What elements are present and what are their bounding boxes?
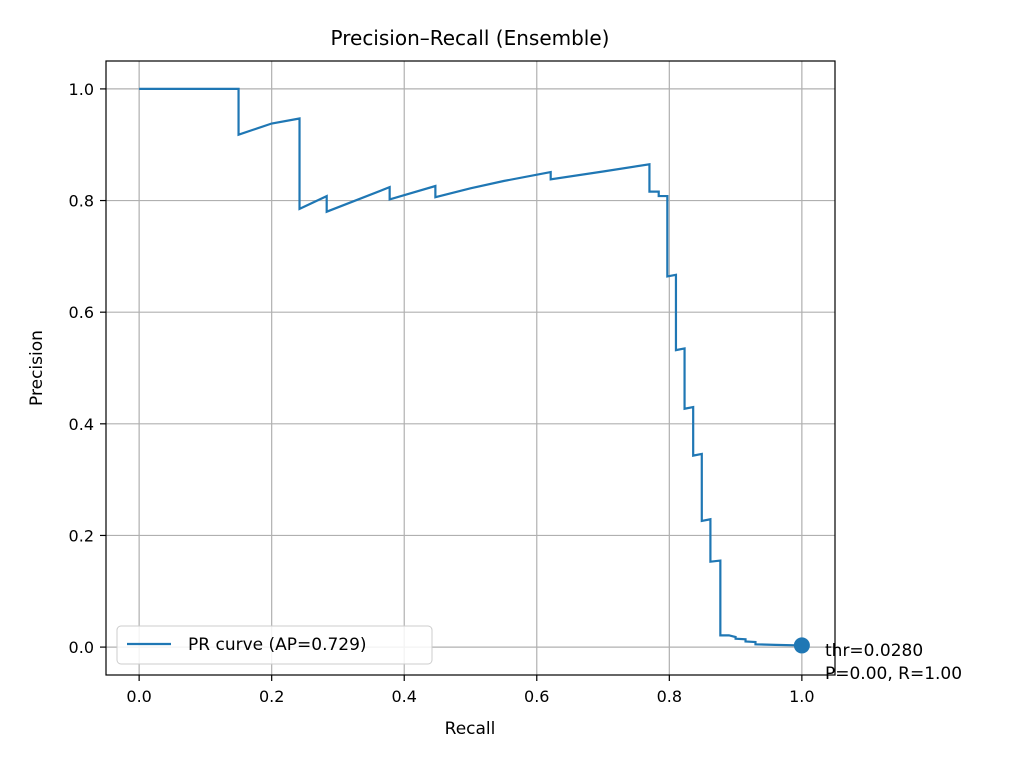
y-tick-label: 0.6: [69, 303, 94, 322]
y-tick-label: 0.4: [69, 415, 94, 434]
y-tick-label: 1.0: [69, 80, 94, 99]
threshold-annotation: thr=0.0280 P=0.00, R=1.00: [825, 641, 962, 684]
legend: PR curve (AP=0.729): [116, 625, 433, 665]
legend-box: [116, 625, 433, 665]
legend-label: PR curve (AP=0.729): [188, 635, 367, 655]
annotation-threshold: thr=0.0280: [825, 641, 923, 661]
x-tick-label: 0.6: [524, 687, 549, 706]
x-tick-label: 1.0: [789, 687, 814, 706]
plot-frame: [105, 60, 836, 676]
x-tick-label: 0.8: [657, 687, 682, 706]
y-tick-label: 0.2: [69, 526, 94, 545]
pr-curve-line: [139, 87, 802, 647]
y-tick-label: 0.0: [69, 638, 94, 657]
axis-ticks: 0.0 0.2 0.4 0.6 0.8 1.0 0.0 0.2 0.4 0.6 0.8 1.0: [69, 80, 815, 706]
series-layer: [139, 87, 810, 654]
x-tick-label: 0.4: [392, 687, 417, 706]
threshold-marker: [793, 637, 810, 654]
x-axis-label: Recall: [445, 719, 496, 739]
x-tick-label: 0.0: [126, 687, 151, 706]
y-tick-label: 0.8: [69, 192, 94, 211]
x-tick-label: 0.2: [259, 687, 284, 706]
grid-lines: [106, 61, 835, 675]
annotation-precision-recall: P=0.00, R=1.00: [825, 664, 962, 684]
chart-title: Precision–Recall (Ensemble): [331, 26, 610, 50]
y-axis-label: Precision: [27, 330, 47, 406]
